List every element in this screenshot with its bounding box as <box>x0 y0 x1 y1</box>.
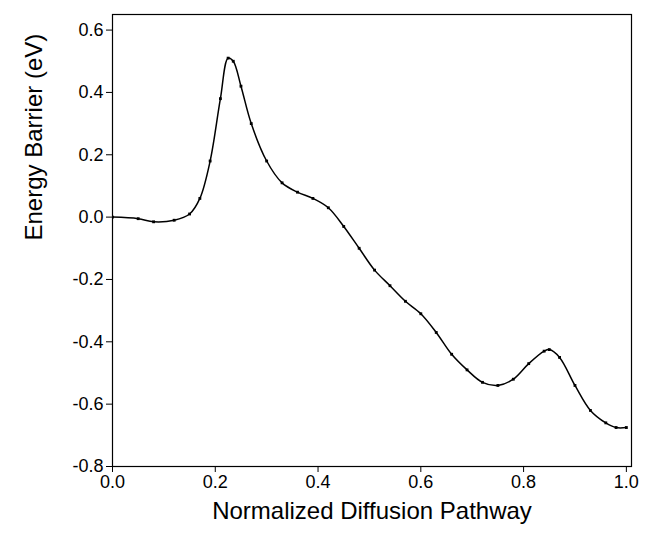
svg-text:-0.6: -0.6 <box>72 394 103 414</box>
svg-text:-0.2: -0.2 <box>72 269 103 289</box>
svg-text:-0.8: -0.8 <box>72 456 103 476</box>
svg-text:-0.4: -0.4 <box>72 332 103 352</box>
svg-text:1.0: 1.0 <box>614 472 639 492</box>
svg-text:Normalized Diffusion Pathway: Normalized Diffusion Pathway <box>212 497 532 524</box>
svg-text:0.0: 0.0 <box>78 207 103 227</box>
svg-text:0.6: 0.6 <box>408 472 433 492</box>
svg-text:0.8: 0.8 <box>511 472 536 492</box>
svg-text:0.2: 0.2 <box>78 145 103 165</box>
svg-text:0.6: 0.6 <box>78 20 103 40</box>
svg-text:0.4: 0.4 <box>78 82 103 102</box>
svg-text:0.4: 0.4 <box>306 472 331 492</box>
svg-text:0.0: 0.0 <box>100 472 125 492</box>
svg-text:0.2: 0.2 <box>203 472 228 492</box>
svg-text:Energy Barrier (eV): Energy Barrier (eV) <box>20 34 47 241</box>
